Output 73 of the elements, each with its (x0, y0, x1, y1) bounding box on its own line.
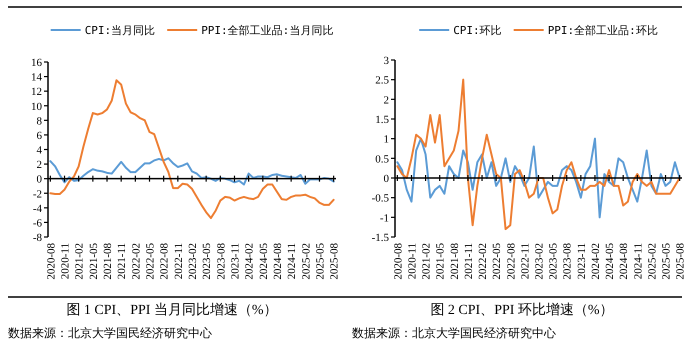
x-tick-label: 2020-11 (406, 243, 418, 280)
x-tick-label: 2024-02 (590, 243, 602, 280)
x-tick-label: 2024-11 (632, 243, 644, 280)
y-tick-label: -2 (32, 188, 42, 200)
y-tick-label: 2 (36, 159, 42, 172)
y-tick-label: -4 (32, 202, 42, 215)
y-tick-label: 3 (384, 55, 390, 67)
x-tick-label: 2020-11 (60, 243, 72, 280)
x-tick-label: 2021-05 (434, 242, 447, 280)
x-tick-label: 2025-02 (646, 243, 658, 280)
y-tick-label: -6 (32, 217, 42, 230)
x-tick-label: 2024-11 (286, 243, 298, 280)
x-tick-label: 2024-05 (604, 242, 616, 280)
x-tick-label: 2021-11 (462, 243, 475, 280)
x-tick-label: 2025-08 (328, 242, 341, 280)
y-tick-label: 14 (31, 72, 42, 84)
y-tick-label: 1.5 (375, 114, 390, 126)
y-tick-label: 2.5 (375, 74, 390, 87)
y-tick-label: 10 (31, 100, 42, 113)
x-tick-label: 2022-05 (144, 242, 157, 280)
source-note: 数据来源：北京大学国民经济研究中心 (8, 326, 212, 340)
x-tick-label: 2022-02 (130, 243, 142, 280)
y-tick-label: -1 (380, 212, 389, 224)
x-tick-label: 2021-02 (74, 243, 86, 280)
x-tick-label: 2023-11 (229, 243, 242, 280)
x-tick-label: 2022-05 (491, 242, 504, 280)
x-tick-label: 2025-05 (314, 242, 326, 280)
y-tick-label: 6 (36, 130, 42, 142)
x-tick-label: 2022-08 (158, 242, 171, 280)
x-tick-label: 2023-02 (534, 243, 546, 280)
x-tick-label: 2022-11 (172, 243, 185, 280)
x-tick-label: 2024-08 (272, 242, 284, 280)
x-tick-label: 2020-08 (392, 242, 404, 280)
x-tick-label: 2025-02 (300, 243, 312, 280)
x-tick-label: 2023-05 (201, 242, 214, 280)
x-tick-label: 2023-08 (215, 242, 228, 280)
legend-label: CPI:环比 (453, 24, 502, 37)
x-tick-label: 2021-11 (116, 243, 128, 280)
y-tick-label: -8 (32, 232, 42, 244)
y-tick-label: 0 (384, 173, 390, 185)
x-tick-label: 2023-02 (187, 243, 199, 280)
y-tick-label: 2 (384, 94, 389, 106)
y-tick-label: 0.5 (375, 153, 390, 166)
x-tick-label: 2022-02 (477, 243, 490, 280)
y-tick-label: 16 (31, 57, 42, 69)
text: 图 2 CPI、PPI 环比增速（%） (430, 302, 614, 318)
legend-label: CPI:当月同比 (84, 24, 156, 37)
x-tick-label: 2024-02 (244, 243, 256, 280)
x-tick-label: 2025-05 (660, 242, 673, 280)
x-tick-label: 2023-05 (548, 242, 560, 280)
x-tick-label: 2023-08 (562, 242, 574, 280)
x-tick-label: 2021-05 (88, 242, 100, 280)
y-tick-label: 4 (36, 144, 42, 156)
x-tick-label: 2021-08 (448, 242, 461, 280)
text: 图 1 CPI、PPI 当月同比增速（%） (66, 302, 278, 318)
y-tick-label: -0.5 (372, 192, 390, 205)
x-tick-label: 2024-08 (618, 242, 630, 280)
x-tick-label: 2023-11 (576, 243, 588, 280)
source-note: 数据来源：北京大学国民经济研究中心 (352, 326, 556, 340)
x-tick-label: 2024-05 (258, 242, 270, 280)
y-tick-label: 1 (384, 134, 389, 146)
x-tick-label: 2022-08 (505, 242, 518, 280)
legend-label: PPI:全部工业品:当月同比 (201, 24, 334, 37)
x-tick-label: 2022-11 (519, 243, 532, 280)
x-tick-label: 2025-08 (674, 242, 687, 280)
legend-label: PPI:全部工业品:环比 (548, 24, 658, 37)
y-tick-label: -1.5 (372, 232, 390, 244)
x-tick-label: 2021-02 (420, 243, 433, 280)
x-tick-label: 2021-08 (102, 242, 114, 280)
x-tick-label: 2020-08 (45, 242, 58, 280)
y-tick-label: 0 (36, 174, 42, 186)
y-tick-label: 8 (36, 115, 42, 128)
y-tick-label: 12 (31, 86, 42, 98)
